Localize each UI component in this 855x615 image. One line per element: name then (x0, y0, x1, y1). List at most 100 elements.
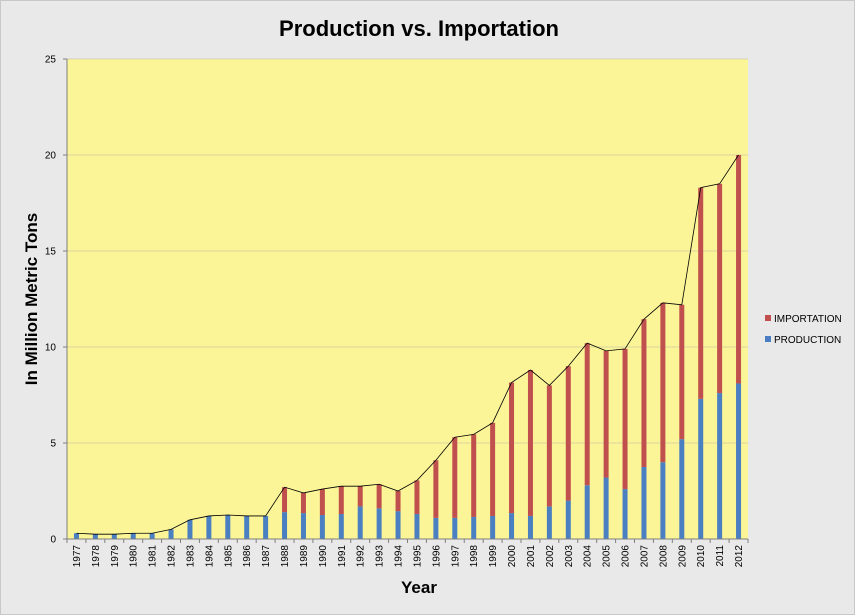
bar-importation-2012 (736, 155, 742, 384)
bar-production-1984 (206, 515, 212, 539)
bar-production-1991 (338, 514, 344, 539)
x-tick-label: 1994 (394, 545, 405, 568)
bar-production-1987 (263, 515, 269, 539)
bar-production-2007 (641, 467, 647, 539)
x-tick-label: 1998 (469, 545, 480, 568)
bar-importation-1992 (357, 486, 363, 507)
bar-importation-2006 (622, 348, 628, 490)
bar-production-1988 (282, 512, 288, 539)
bar-production-1990 (319, 515, 325, 539)
bar-production-2005 (603, 477, 609, 539)
x-tick-label: 1988 (280, 545, 291, 568)
y-tick-label: 25 (45, 55, 57, 66)
bar-production-2009 (679, 439, 685, 539)
chart-title: Production vs. Importation (279, 16, 559, 41)
x-tick-label: 1977 (72, 545, 83, 568)
bar-production-1993 (376, 508, 382, 539)
bar-production-1978 (92, 534, 98, 539)
bar-importation-2008 (660, 302, 666, 463)
bar-importation-2010 (698, 187, 704, 399)
bar-production-2000 (509, 513, 515, 539)
x-tick-label: 1984 (204, 545, 215, 568)
bars (73, 155, 742, 539)
bar-importation-1993 (376, 484, 382, 509)
bar-production-1997 (452, 517, 458, 539)
bar-production-1985 (225, 515, 231, 539)
x-tick-label: 2008 (658, 545, 669, 568)
bar-importation-2005 (603, 350, 609, 478)
bar-production-1998 (471, 516, 477, 539)
x-tick-label: 2011 (715, 545, 726, 567)
bar-importation-1998 (471, 434, 477, 517)
bar-importation-1997 (452, 437, 458, 518)
x-tick-label: 1983 (185, 545, 196, 568)
bar-importation-1994 (395, 491, 401, 512)
bar-production-1982 (168, 529, 174, 539)
bar-importation-1999 (490, 422, 496, 516)
y-tick-label: 0 (50, 535, 56, 546)
bar-production-2011 (717, 393, 723, 539)
bar-production-1981 (149, 533, 155, 539)
bar-importation-2009 (679, 304, 685, 440)
legend: IMPORTATION PRODUCTION (765, 314, 842, 346)
x-tick-label: 2000 (507, 545, 518, 568)
y-tick-label: 5 (50, 439, 56, 450)
bar-importation-1991 (338, 486, 344, 515)
x-tick-label: 2003 (564, 545, 575, 568)
x-tick-label: 2007 (639, 545, 650, 568)
total-line-group (76, 154, 739, 535)
x-tick-label: 1980 (129, 545, 140, 568)
bar-production-1992 (357, 506, 363, 539)
bar-importation-2001 (527, 370, 533, 516)
total-line (76, 154, 739, 535)
y-axis-title: In Million Metric Tons (22, 213, 41, 386)
x-tick-label: 1982 (167, 545, 178, 568)
x-tick-label: 1992 (356, 545, 367, 568)
bar-production-1994 (395, 511, 401, 539)
x-tick-label: 1991 (337, 545, 348, 568)
bar-importation-1990 (319, 489, 325, 515)
bar-importation-2007 (641, 319, 647, 467)
legend-swatch-production (765, 336, 771, 342)
x-tick-label: 1981 (148, 545, 159, 568)
x-tick-label: 1989 (299, 545, 310, 568)
x-tick-label: 1985 (223, 545, 234, 568)
bar-production-2008 (660, 462, 666, 539)
x-tick-labels: 1977 1978 1979 1980 1981 1982 1983 1984 1985 1986… (72, 545, 745, 568)
axes (63, 58, 749, 543)
x-tick-label: 1986 (242, 545, 253, 568)
x-tick-label: 1978 (91, 545, 102, 568)
bar-production-1980 (130, 533, 136, 539)
bar-production-2010 (698, 398, 704, 539)
x-tick-label: 1993 (375, 545, 386, 568)
x-tick-label: 2004 (583, 545, 594, 568)
x-tick-label: 1996 (431, 545, 442, 568)
bar-production-2004 (584, 485, 590, 539)
x-tick-label: 2002 (545, 545, 556, 568)
bar-production-1986 (244, 515, 250, 539)
bar-production-1977 (73, 533, 79, 539)
x-tick-label: 2006 (621, 545, 632, 568)
bar-importation-2003 (565, 366, 571, 501)
x-tick-label: 2012 (734, 545, 745, 568)
plot-area (67, 59, 748, 539)
x-tick-label: 1995 (412, 545, 423, 568)
x-tick-label: 1990 (318, 545, 329, 568)
y-tick-label: 10 (45, 343, 57, 354)
bar-production-2001 (527, 515, 533, 539)
bar-importation-2004 (584, 343, 590, 486)
bar-importation-1995 (414, 480, 420, 515)
bar-production-2006 (622, 489, 628, 539)
bar-importation-1989 (300, 492, 306, 514)
bar-production-1983 (187, 519, 193, 539)
x-tick-label: 1999 (488, 545, 499, 568)
bar-importation-2011 (717, 183, 723, 394)
y-tick-labels: 0 5 10 15 20 25 (45, 55, 57, 546)
bar-production-2003 (565, 500, 571, 539)
bar-importation-2000 (509, 382, 515, 514)
legend-label-importation: IMPORTATION (774, 314, 842, 325)
bar-production-1996 (433, 517, 439, 539)
bar-importation-1988 (282, 487, 288, 513)
bar-production-2012 (736, 383, 742, 539)
x-tick-label: 2009 (677, 545, 688, 568)
